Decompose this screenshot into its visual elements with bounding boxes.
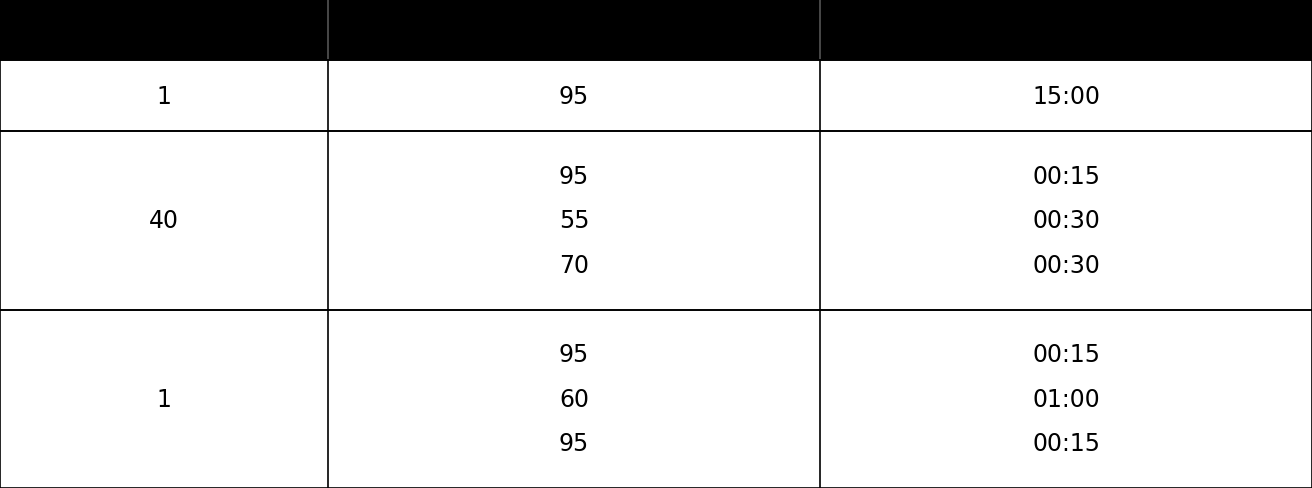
Text: 1: 1 <box>156 84 172 108</box>
Text: 00:30: 00:30 <box>1033 209 1099 233</box>
Bar <box>0 61 328 132</box>
Text: 60: 60 <box>559 387 589 411</box>
Text: 95: 95 <box>559 84 589 108</box>
Bar <box>0 132 328 310</box>
Text: 1: 1 <box>156 387 172 411</box>
Text: 40: 40 <box>150 209 178 233</box>
Text: 55: 55 <box>559 209 589 233</box>
Text: 00:30: 00:30 <box>1033 253 1099 277</box>
Text: 01:00: 01:00 <box>1033 387 1099 411</box>
Bar <box>0 0 1312 61</box>
Text: 95: 95 <box>559 343 589 366</box>
Text: 00:15: 00:15 <box>1033 343 1099 366</box>
Bar <box>820 132 1312 310</box>
Bar <box>328 61 820 132</box>
Text: 00:15: 00:15 <box>1033 431 1099 455</box>
Text: 95: 95 <box>559 164 589 188</box>
Text: 95: 95 <box>559 431 589 455</box>
Bar <box>0 310 328 488</box>
Bar <box>820 310 1312 488</box>
Text: 00:15: 00:15 <box>1033 164 1099 188</box>
Text: 15:00: 15:00 <box>1033 84 1099 108</box>
Bar <box>820 61 1312 132</box>
Bar <box>328 310 820 488</box>
Text: 70: 70 <box>559 253 589 277</box>
Bar <box>328 132 820 310</box>
